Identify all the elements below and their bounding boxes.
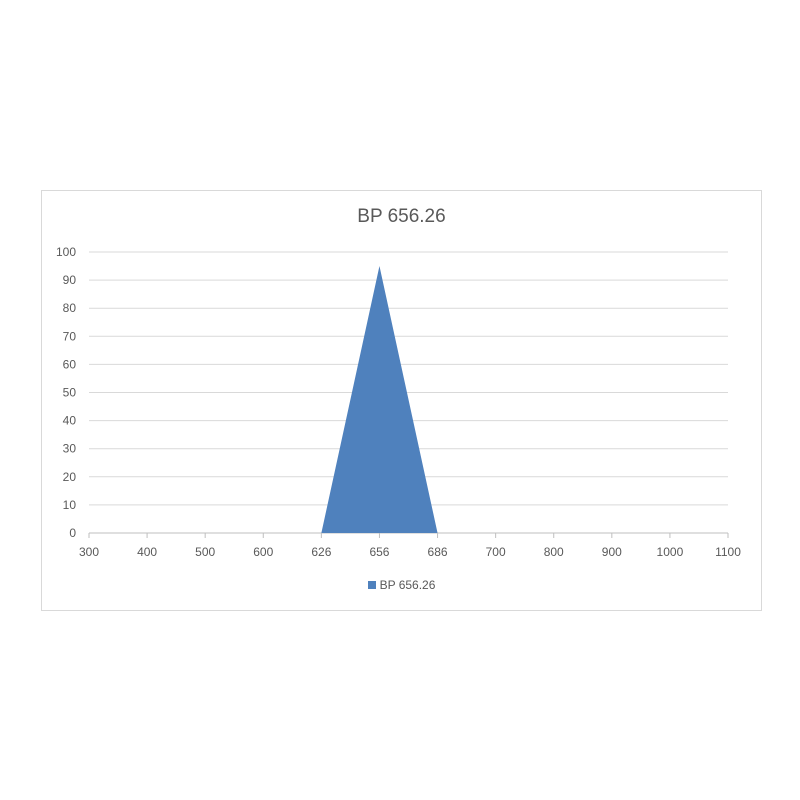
x-tick-label: 626 bbox=[311, 545, 331, 559]
legend-label: BP 656.26 bbox=[379, 578, 436, 592]
y-tick-label: 60 bbox=[63, 357, 77, 371]
x-tick-label: 800 bbox=[544, 545, 564, 559]
x-tick-label: 400 bbox=[137, 545, 157, 559]
area-series bbox=[89, 266, 728, 533]
x-tick-label: 686 bbox=[428, 545, 448, 559]
y-tick-label: 0 bbox=[69, 526, 76, 540]
x-tick-label: 900 bbox=[602, 545, 622, 559]
chart-frame: BP 656.26 0 10 20 30 40 50 60 70 80 90 100 300 400 50… bbox=[41, 190, 762, 611]
x-tick-label: 500 bbox=[195, 545, 215, 559]
y-tick-label: 10 bbox=[63, 498, 77, 512]
y-tick-label: 20 bbox=[63, 470, 77, 484]
x-tick-label: 656 bbox=[369, 545, 389, 559]
y-tick-label: 80 bbox=[63, 301, 77, 315]
y-tick-label: 40 bbox=[63, 414, 77, 428]
plot-area: 0 10 20 30 40 50 60 70 80 90 100 300 400 500 600 626 656… bbox=[56, 245, 741, 559]
y-tick-label: 50 bbox=[63, 386, 77, 400]
chart-title: BP 656.26 bbox=[357, 206, 446, 227]
y-tick-label: 70 bbox=[63, 329, 77, 343]
y-tick-label: 30 bbox=[63, 442, 77, 456]
y-tick-label: 90 bbox=[63, 273, 77, 287]
y-tick-label: 100 bbox=[56, 245, 76, 259]
legend-swatch bbox=[367, 581, 376, 589]
x-tick-label: 700 bbox=[486, 545, 506, 559]
x-tick-label: 600 bbox=[253, 545, 273, 559]
x-tick-label: 1100 bbox=[715, 545, 741, 559]
x-tick-label: 300 bbox=[79, 545, 99, 559]
legend: BP 656.26 bbox=[42, 578, 761, 592]
x-tick-label: 1000 bbox=[657, 545, 684, 559]
